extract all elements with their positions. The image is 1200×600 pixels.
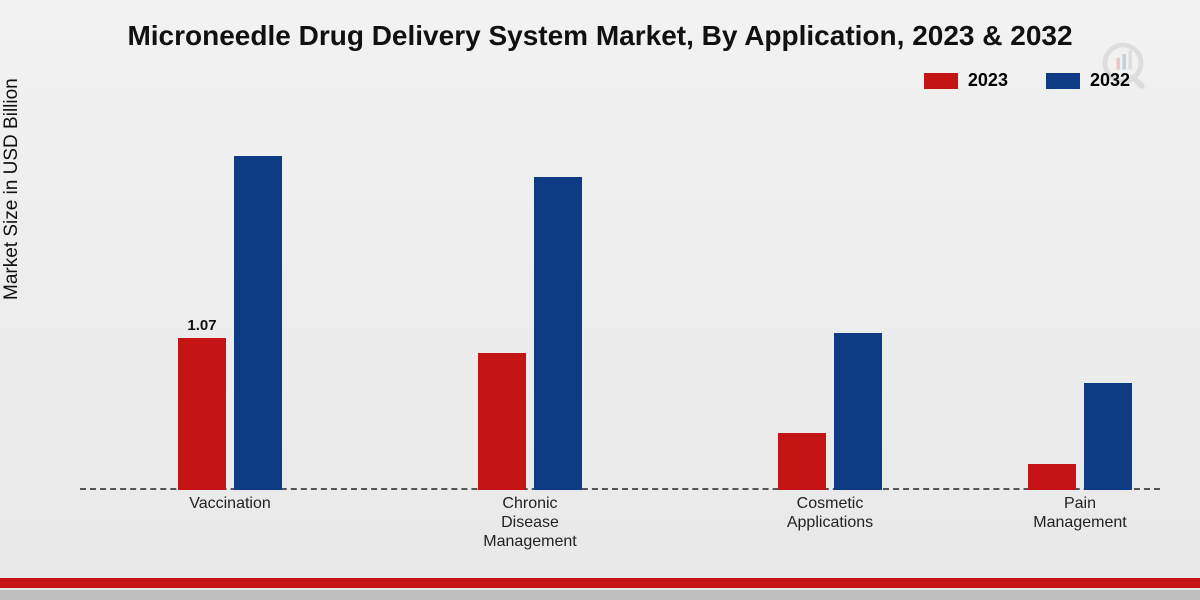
bar-value-label: 1.07 xyxy=(178,317,226,334)
bar xyxy=(478,353,526,490)
legend: 2023 2032 xyxy=(924,70,1130,91)
bar xyxy=(1028,464,1076,490)
legend-item-2023: 2023 xyxy=(924,70,1008,91)
footer-bar xyxy=(0,578,1200,600)
bar xyxy=(1084,383,1132,490)
legend-swatch-2032 xyxy=(1046,73,1080,89)
legend-item-2032: 2032 xyxy=(1046,70,1130,91)
legend-label-2032: 2032 xyxy=(1090,70,1130,91)
x-tick-label: Cosmetic Applications xyxy=(750,494,910,532)
bar xyxy=(534,177,582,490)
footer-grey-stripe xyxy=(0,590,1200,600)
bar xyxy=(234,156,282,490)
x-axis-labels: Vaccination Chronic Disease Management Cos… xyxy=(80,494,1160,564)
legend-swatch-2023 xyxy=(924,73,958,89)
legend-label-2023: 2023 xyxy=(968,70,1008,91)
x-tick-label: Vaccination xyxy=(150,494,310,513)
bar xyxy=(178,338,226,490)
bar xyxy=(834,333,882,490)
chart-page: Microneedle Drug Delivery System Market,… xyxy=(0,0,1200,600)
chart-title: Microneedle Drug Delivery System Market,… xyxy=(0,20,1200,52)
plot-area: 1.07 xyxy=(80,120,1160,490)
y-axis-label: Market Size in USD Billion xyxy=(1,78,23,300)
footer-red-stripe xyxy=(0,578,1200,588)
x-tick-label: Chronic Disease Management xyxy=(450,494,610,552)
x-tick-label: Pain Management xyxy=(1000,494,1160,532)
bar xyxy=(778,433,826,490)
